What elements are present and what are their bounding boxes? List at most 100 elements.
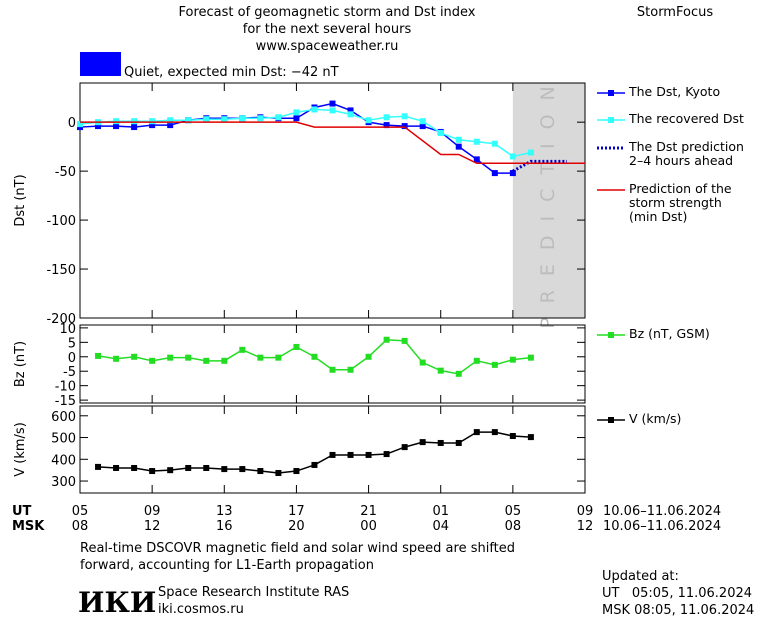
point bbox=[311, 106, 318, 113]
x-tick-label-msk: 16 bbox=[216, 519, 233, 534]
point bbox=[347, 451, 354, 458]
point bbox=[329, 451, 336, 458]
point bbox=[95, 123, 102, 130]
title: Forecast of geomagnetic storm and Dst in… bbox=[178, 5, 475, 20]
y-tick-label: 5 bbox=[68, 336, 76, 351]
legend-entry: Bz (nT, GSM) bbox=[629, 326, 710, 341]
point bbox=[311, 353, 318, 360]
point bbox=[185, 354, 192, 361]
y-axis-label: Bz (nT) bbox=[13, 341, 28, 387]
point bbox=[419, 439, 426, 446]
series-line bbox=[79, 108, 532, 158]
y-axis-label: Dst (nT) bbox=[13, 174, 28, 226]
y-tick-label: -200 bbox=[46, 312, 76, 327]
point bbox=[293, 343, 300, 350]
point bbox=[311, 461, 318, 468]
point bbox=[437, 439, 444, 446]
point bbox=[365, 451, 372, 458]
legend-entry: The Dst prediction 2–4 hours ahead bbox=[629, 139, 744, 168]
point bbox=[131, 118, 138, 125]
institute: Space Research Institute RAS bbox=[158, 585, 349, 600]
point bbox=[113, 355, 120, 362]
y-tick-label: -5 bbox=[63, 365, 76, 380]
point bbox=[239, 115, 246, 122]
x-tick-label-msk: 00 bbox=[360, 519, 377, 534]
y-tick-label: -10 bbox=[55, 380, 76, 395]
x-tick-label-msk: 04 bbox=[432, 519, 449, 534]
point bbox=[131, 124, 138, 131]
point bbox=[167, 117, 174, 124]
y-tick-label: 400 bbox=[51, 453, 76, 468]
plot-frame bbox=[79, 82, 586, 319]
point bbox=[185, 464, 192, 471]
y-tick-label: -100 bbox=[46, 214, 76, 229]
point bbox=[185, 117, 192, 124]
point bbox=[221, 466, 228, 473]
point bbox=[383, 122, 390, 129]
prediction-region bbox=[512, 83, 585, 318]
point bbox=[347, 107, 354, 114]
plot-frame bbox=[79, 324, 586, 404]
y-tick-label: 0 bbox=[68, 116, 76, 131]
point bbox=[293, 109, 300, 116]
x-tick-label: 13 bbox=[216, 504, 233, 519]
brand: StormFocus bbox=[637, 5, 713, 20]
x-tick-label: 09 bbox=[144, 504, 161, 519]
x-tick-label: 09 bbox=[577, 504, 594, 519]
point bbox=[329, 107, 336, 114]
point bbox=[347, 366, 354, 373]
point bbox=[455, 370, 462, 377]
point bbox=[527, 434, 534, 441]
point bbox=[437, 367, 444, 374]
note: forward, accounting for L1-Earth propaga… bbox=[80, 558, 374, 573]
point bbox=[347, 111, 354, 118]
x-tick-label: 05 bbox=[72, 504, 89, 519]
x-tick-label-msk: 20 bbox=[288, 519, 305, 534]
point bbox=[491, 170, 498, 177]
point bbox=[473, 357, 480, 364]
y-tick-label: 500 bbox=[51, 432, 76, 447]
point bbox=[527, 149, 534, 156]
point bbox=[167, 354, 174, 361]
point bbox=[509, 433, 516, 440]
updated-ut: UT 05:05, 11.06.2024 bbox=[602, 586, 752, 601]
y-tick-label: -150 bbox=[46, 263, 76, 278]
point bbox=[221, 116, 228, 123]
point bbox=[95, 352, 102, 359]
y-tick-label: -15 bbox=[55, 394, 76, 409]
ut-label: UT bbox=[12, 504, 32, 519]
point bbox=[401, 444, 408, 451]
msk-dates: 10.06–11.06.2024 bbox=[603, 519, 721, 534]
point bbox=[455, 439, 462, 446]
title: for the next several hours bbox=[243, 22, 412, 37]
x-tick-label-msk: 08 bbox=[72, 519, 89, 534]
x-tick-label: 17 bbox=[288, 504, 305, 519]
point bbox=[491, 429, 498, 436]
point bbox=[509, 153, 516, 160]
point bbox=[167, 467, 174, 474]
y-tick-label: -50 bbox=[55, 165, 76, 180]
legend-marker bbox=[608, 90, 614, 96]
series-line bbox=[80, 121, 585, 165]
point bbox=[473, 429, 480, 436]
legend-entry: V (km/s) bbox=[629, 411, 682, 426]
x-tick-label: 01 bbox=[432, 504, 449, 519]
point bbox=[293, 468, 300, 475]
logo: ИКИ bbox=[78, 586, 156, 619]
point bbox=[275, 469, 282, 476]
plot-frame bbox=[79, 405, 586, 494]
point bbox=[149, 357, 156, 364]
prediction-label: PREDICTION bbox=[537, 72, 559, 329]
point bbox=[77, 121, 83, 128]
point bbox=[473, 156, 480, 163]
x-tick-label: 05 bbox=[505, 504, 522, 519]
site: iki.cosmos.ru bbox=[158, 602, 244, 617]
point bbox=[527, 354, 534, 361]
point bbox=[203, 116, 210, 123]
point bbox=[239, 466, 246, 473]
legend-entry: The recovered Dst bbox=[629, 111, 744, 126]
point bbox=[275, 354, 282, 361]
point bbox=[329, 366, 336, 373]
